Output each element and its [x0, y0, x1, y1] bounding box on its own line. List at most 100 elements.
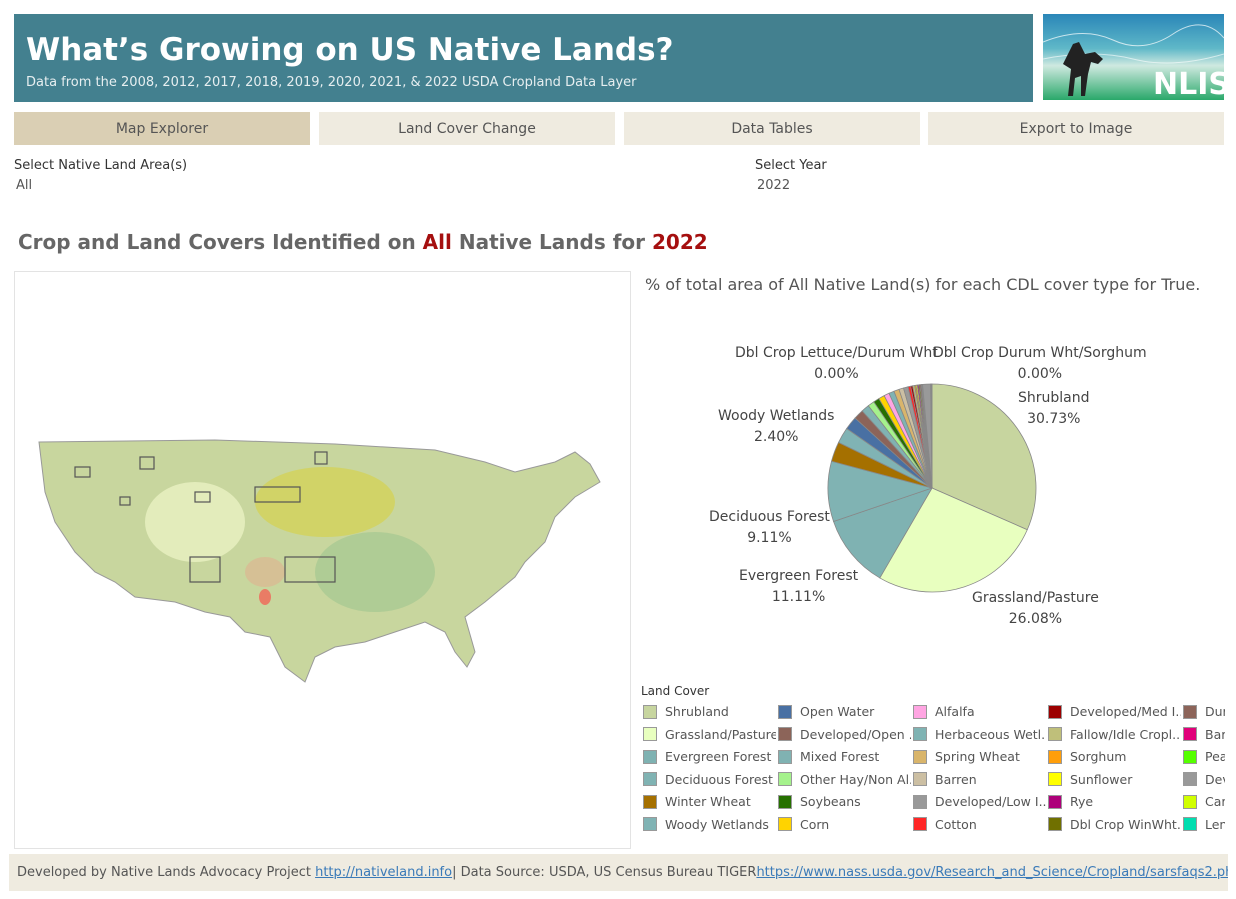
legend-label: Soybeans — [800, 794, 861, 809]
legend-item[interactable]: Car — [1183, 794, 1225, 809]
legend-label: Sorghum — [1070, 749, 1127, 764]
legend-item[interactable]: Sorghum — [1048, 749, 1181, 764]
tab-export-to-image[interactable]: Export to Image — [928, 112, 1224, 145]
nativeland-link[interactable]: http://nativeland.info — [315, 865, 453, 880]
us-land-cover-map[interactable] — [15, 272, 632, 850]
legend-label: Corn — [800, 816, 830, 832]
legend-swatch — [643, 817, 657, 831]
map-view[interactable] — [14, 271, 631, 849]
legend-label: Herbaceous Wetl.. — [935, 726, 1046, 742]
pie-label-dbl-durum-sorghum: Dbl Crop Durum Wht/Sorghum 0.00% — [933, 345, 1147, 382]
legend-item[interactable]: Shrubland — [643, 704, 776, 719]
nlis-logo: NLIS — [1043, 14, 1224, 100]
legend-label: Len — [1205, 816, 1225, 832]
logo-text: NLIS — [1153, 67, 1224, 100]
legend-swatch — [778, 749, 792, 764]
legend-item[interactable]: Developed/Low I.. — [913, 794, 1046, 809]
year-filter-select[interactable]: 2022 — [757, 178, 791, 193]
tab-data-tables[interactable]: Data Tables — [624, 112, 920, 145]
pie-chart[interactable] — [0, 0, 1236, 680]
legend-label: Developed/Med I.. — [1070, 704, 1181, 719]
app-subtitle: Data from the 2008, 2012, 2017, 2018, 20… — [26, 75, 637, 90]
legend-swatch — [778, 772, 792, 786]
legend-swatch — [643, 727, 657, 741]
legend-item[interactable]: Dbl Crop WinWht.. — [1048, 817, 1181, 832]
legend-label: Car — [1205, 794, 1225, 809]
legend-label: Fallow/Idle Cropl.. — [1070, 726, 1181, 742]
legend-item[interactable]: Mixed Forest — [778, 749, 911, 764]
legend-item[interactable]: Evergreen Forest — [643, 749, 776, 764]
legend-swatch — [913, 772, 927, 786]
footer-credit: Developed by Native Lands Advocacy Proje… — [17, 865, 311, 880]
area-filter-select[interactable]: All — [16, 178, 33, 193]
legend-item[interactable]: Rye — [1048, 794, 1181, 809]
app-title: What’s Growing on US Native Lands? — [26, 32, 674, 68]
legend-label: Cotton — [935, 816, 977, 832]
legend-item[interactable]: Fallow/Idle Cropl.. — [1048, 727, 1181, 742]
heading-area: All — [422, 230, 452, 254]
legend-label: Sunflower — [1070, 771, 1133, 787]
pie-slice-shrubland[interactable] — [931, 383, 1037, 531]
legend-swatch — [913, 817, 927, 831]
pie-slice-evergreen-forest[interactable] — [833, 487, 933, 579]
heading-middle: Native Lands for — [451, 230, 652, 254]
legend-swatch — [643, 704, 657, 719]
legend-title: Land Cover — [641, 684, 710, 698]
legend-label: Dev — [1205, 771, 1225, 787]
legend-swatch — [1183, 727, 1197, 741]
legend-label: Rye — [1070, 794, 1094, 809]
legend-item[interactable]: Woody Wetlands — [643, 817, 776, 832]
legend-swatch — [778, 704, 792, 719]
legend-swatch — [778, 727, 792, 741]
legend-label: Dur — [1205, 704, 1225, 719]
legend-item[interactable]: Developed/Med I.. — [1048, 704, 1181, 719]
legend-swatch — [913, 727, 927, 741]
legend-swatch — [1048, 772, 1062, 786]
tab-map-explorer[interactable]: Map Explorer — [14, 112, 310, 145]
usda-link[interactable]: https://www.nass.usda.gov/Research_and_S… — [756, 865, 1228, 880]
legend-swatch — [1183, 817, 1197, 831]
legend-item[interactable]: Soybeans — [778, 794, 911, 809]
legend-label: Dbl Crop WinWht.. — [1070, 816, 1181, 832]
legend-item[interactable]: Deciduous Forest — [643, 772, 776, 787]
pie-label-evergreen-forest: Evergreen Forest 11.11% — [739, 568, 859, 605]
heading-prefix: Crop and Land Covers Identified on — [18, 230, 423, 254]
legend-label: Barren — [935, 771, 977, 787]
legend-item[interactable]: Barren — [913, 772, 1046, 787]
heading-year: 2022 — [651, 230, 708, 254]
legend-item[interactable]: Open Water — [778, 704, 911, 719]
legend-item[interactable]: Alfalfa — [913, 704, 1046, 719]
legend-label: Evergreen Forest — [665, 749, 772, 764]
legend-item[interactable]: Other Hay/Non Al.. — [778, 772, 911, 787]
legend-item[interactable]: Cotton — [913, 817, 1046, 832]
pie-slice-len[interactable] — [930, 383, 933, 489]
legend-item[interactable]: Herbaceous Wetl.. — [913, 727, 1046, 742]
legend-item[interactable]: Spring Wheat — [913, 749, 1046, 764]
legend-swatch — [643, 749, 657, 764]
legend-label: Bar — [1205, 726, 1225, 742]
tab-land-cover-change[interactable]: Land Cover Change — [319, 112, 615, 145]
legend-item[interactable]: Len — [1183, 817, 1225, 832]
legend-swatch — [1048, 704, 1062, 719]
legend-item[interactable]: Developed/Open .. — [778, 727, 911, 742]
legend-label: Open Water — [800, 704, 875, 719]
legend-item[interactable]: Dur — [1183, 704, 1225, 719]
legend-label: Shrubland — [665, 704, 729, 719]
legend-swatch — [1183, 772, 1197, 786]
legend-item[interactable]: Pea — [1183, 749, 1225, 764]
legend-item[interactable]: Sunflower — [1048, 772, 1181, 787]
legend-swatch — [1048, 749, 1062, 764]
pie-label-grassland: Grassland/Pasture 26.08% — [972, 590, 1099, 627]
legend-label: Alfalfa — [935, 704, 975, 719]
legend-item[interactable]: Dev — [1183, 772, 1225, 787]
pie-label-shrubland: Shrubland 30.73% — [1018, 390, 1090, 427]
legend-item[interactable]: Bar — [1183, 727, 1225, 742]
legend-label: Grassland/Pasture — [665, 726, 776, 742]
legend-item[interactable]: Corn — [778, 817, 911, 832]
legend-swatch — [913, 749, 927, 764]
pie-slice-grassland-pasture[interactable] — [879, 487, 1028, 593]
pie-label-woody-wetlands: Woody Wetlands 2.40% — [718, 408, 835, 445]
legend-item[interactable]: Grassland/Pasture — [643, 727, 776, 742]
header-banner: What’s Growing on US Native Lands? Data … — [14, 14, 1033, 102]
legend-item[interactable]: Winter Wheat — [643, 794, 776, 809]
